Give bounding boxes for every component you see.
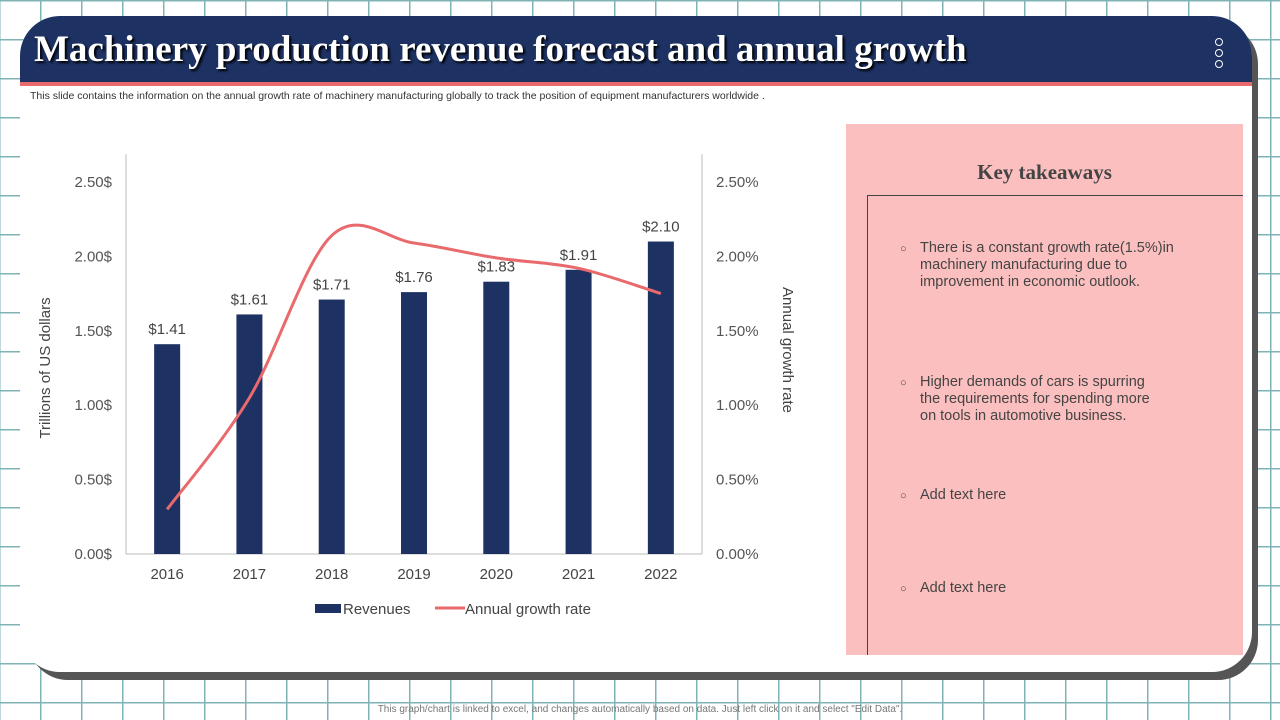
legend-growth-label: Annual growth rate	[465, 601, 591, 618]
x-tick-label: 2019	[397, 566, 430, 583]
header-bar: Machinery production revenue forecast an…	[20, 16, 1252, 86]
bar-data-label: $1.41	[148, 321, 186, 338]
bar-data-label: $1.76	[395, 269, 433, 286]
x-tick-label: 2017	[233, 566, 266, 583]
bullet-icon: ○	[900, 377, 907, 389]
y2-tick-label: 1.50%	[716, 323, 759, 340]
bar-data-label: $1.71	[313, 277, 351, 294]
y2-tick-label: 2.50%	[716, 174, 759, 191]
growth-rate-line	[165, 223, 662, 511]
revenue-bar	[565, 269, 592, 554]
divider	[867, 195, 1243, 196]
takeaway-item: ○ Add text here	[900, 487, 1007, 503]
legend-revenues-label: Revenues	[343, 601, 411, 618]
revenue-bar	[318, 299, 345, 554]
x-tick-label: 2021	[562, 566, 595, 583]
more-options-icon[interactable]	[1215, 38, 1223, 68]
bar-data-label: $1.61	[231, 291, 269, 308]
y-axis-title: Trillions of US dollars	[37, 297, 54, 438]
bullet-icon: ○	[900, 243, 907, 255]
revenue-bar	[647, 241, 674, 554]
y-tick-label: 2.00$	[74, 248, 112, 265]
revenue-bar	[236, 314, 263, 554]
x-tick-label: 2018	[315, 566, 348, 583]
key-takeaways-panel: Key takeaways ○ There is a constant growt…	[846, 124, 1243, 655]
revenue-bar	[483, 281, 510, 554]
bullet-icon: ○	[900, 490, 907, 502]
y-tick-label: 1.00$	[74, 397, 112, 414]
slide-card: Machinery production revenue forecast an…	[20, 16, 1252, 672]
takeaway-item: ○ Higher demands of cars is spurring the …	[900, 374, 1150, 424]
y-tick-label: 2.50$	[74, 174, 112, 191]
revenue-bar	[401, 292, 427, 554]
takeaway-item: ○ Add text here	[900, 580, 1007, 596]
footnote: This graph/chart is linked to excel, and…	[377, 704, 903, 715]
revenue-bar	[154, 344, 181, 554]
y2-tick-label: 1.00%	[716, 397, 759, 414]
panel-title: Key takeaways	[977, 160, 1112, 184]
y-tick-label: 0.50$	[74, 472, 112, 489]
bar-data-label: $1.91	[560, 247, 598, 264]
bar-data-label: $2.10	[642, 219, 680, 236]
bar-data-label: $1.83	[478, 259, 516, 276]
divider	[867, 195, 868, 655]
page-title: Machinery production revenue forecast an…	[34, 29, 967, 70]
x-tick-label: 2022	[644, 566, 677, 583]
x-tick-label: 2016	[150, 566, 183, 583]
page-subtitle: This slide contains the information on t…	[30, 90, 765, 102]
takeaway-item: ○ There is a constant growth rate(1.5%)in…	[900, 240, 1174, 290]
y-tick-label: 0.00$	[74, 546, 112, 563]
y2-tick-label: 0.50%	[716, 472, 759, 489]
y2-axis-title: Annual growth rate	[779, 287, 796, 413]
legend-revenues-swatch	[315, 604, 341, 613]
bullet-icon: ○	[900, 583, 907, 595]
y-tick-label: 1.50$	[74, 323, 112, 340]
y2-tick-label: 0.00%	[716, 546, 759, 563]
x-tick-label: 2020	[480, 566, 513, 583]
y2-tick-label: 2.00%	[716, 248, 759, 265]
combo-chart: 0.00$ 0.50$ 1.00$ 1.50$ 2.00$ 2.50$ 0.00% 0.50%…	[37, 154, 796, 618]
